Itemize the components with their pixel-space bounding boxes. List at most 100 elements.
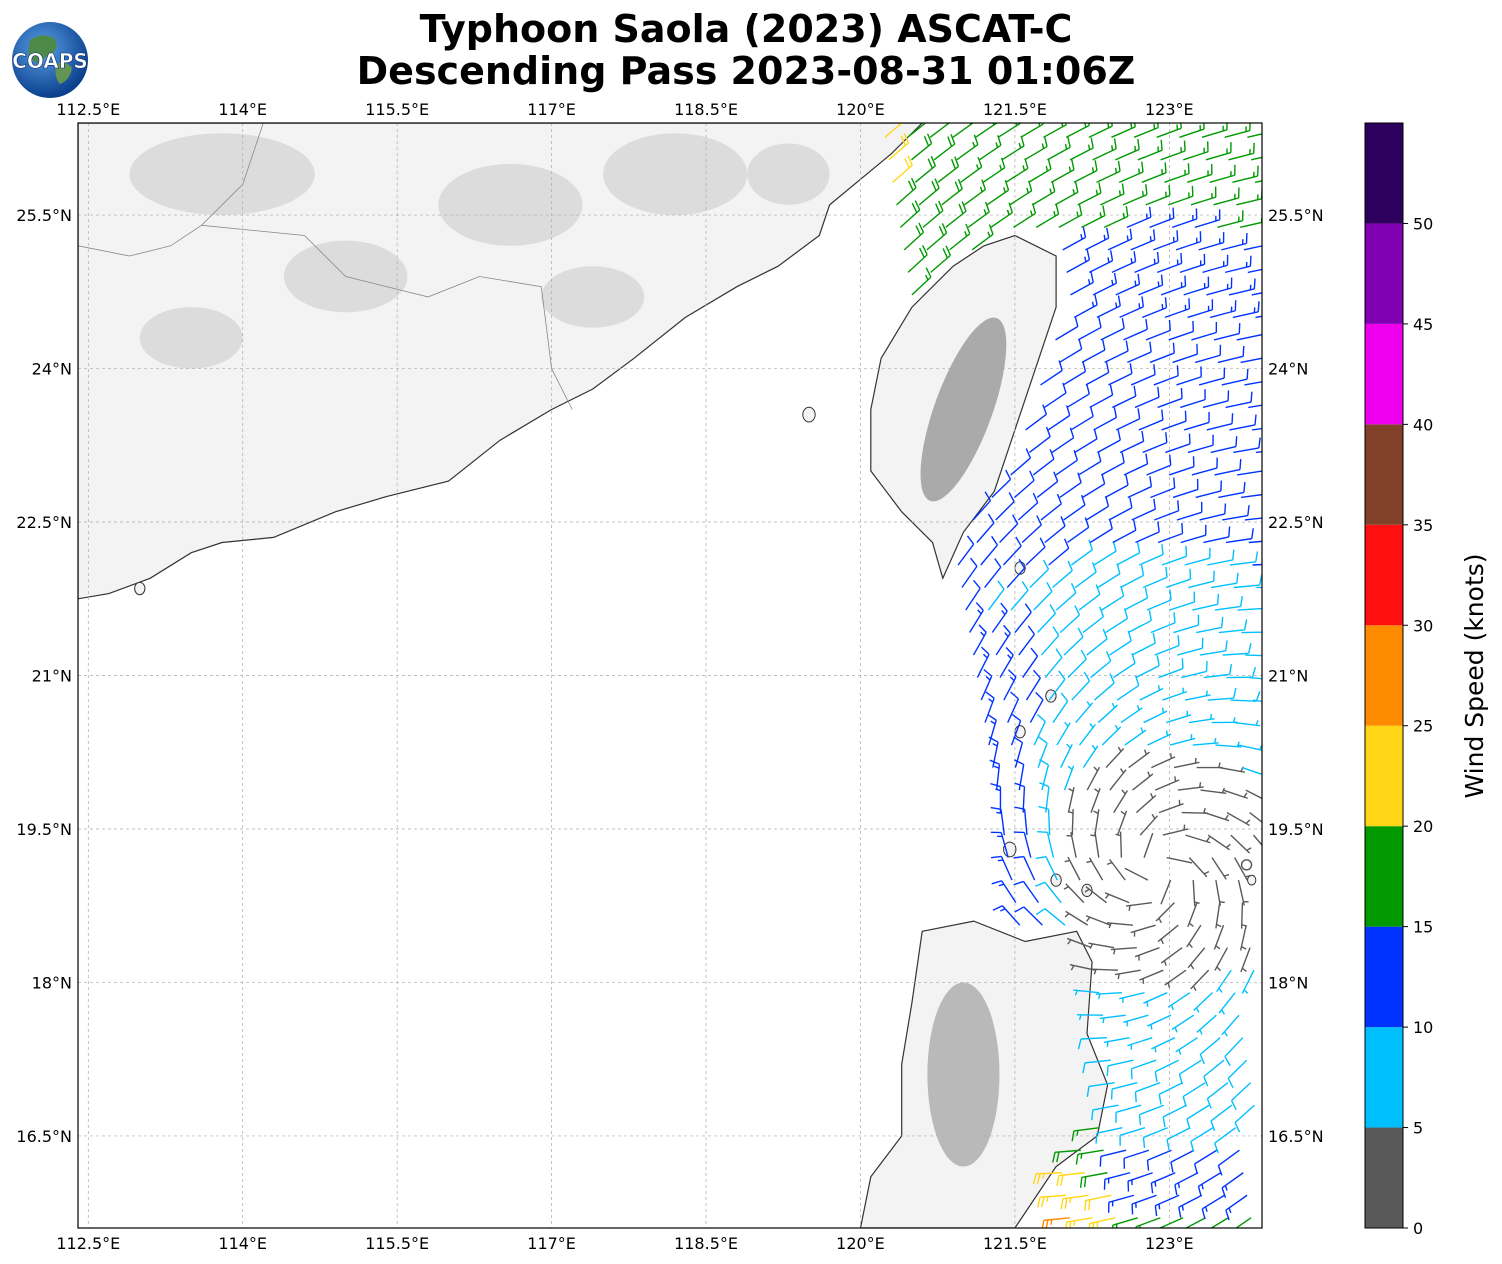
wind-barb-feather <box>997 580 1005 590</box>
wind-barb <box>1185 834 1211 844</box>
wind-barb <box>1146 1149 1172 1171</box>
wind-barb-staff <box>1078 593 1101 611</box>
wind-barb-half-feather <box>1273 286 1274 291</box>
wind-barb-staff <box>1063 765 1075 791</box>
wind-barb-staff <box>1066 1217 1093 1223</box>
wind-barb <box>1138 274 1164 296</box>
wind-barb-staff <box>1126 216 1152 229</box>
wind-barb-half-feather <box>1186 1227 1187 1228</box>
wind-barb-feather <box>1117 160 1121 172</box>
wind-barb-feather <box>1199 1054 1206 1065</box>
wind-barb <box>911 267 932 296</box>
wind-barb-staff <box>1085 886 1107 904</box>
wind-barb-feather <box>1232 687 1237 699</box>
wind-barb-feather <box>930 155 937 167</box>
wind-barb-feather <box>1247 643 1252 654</box>
wind-barb <box>1013 736 1024 768</box>
wind-barb <box>1161 410 1187 431</box>
wind-barb-half-feather <box>1154 1047 1157 1053</box>
wind-barb-staff <box>1177 647 1203 656</box>
wind-barb-staff <box>1190 196 1216 206</box>
wind-barb <box>1084 886 1107 904</box>
wind-barb <box>1237 461 1264 476</box>
wind-barb <box>896 177 917 206</box>
wind-barb-half-feather <box>1074 990 1078 996</box>
wind-barb <box>969 602 984 633</box>
wind-barb-feather <box>1018 558 1026 569</box>
wind-barb <box>1154 776 1180 791</box>
wind-barb-feather <box>1035 856 1047 860</box>
wind-barb-feather <box>1164 297 1168 308</box>
wind-barb-feather <box>991 880 1002 885</box>
wind-barb <box>1162 824 1189 836</box>
wind-barb <box>1095 1127 1123 1144</box>
wind-barb-feather <box>1184 410 1187 422</box>
wind-barb-staff <box>1040 635 1060 656</box>
wind-barb <box>1133 123 1159 138</box>
wind-barb <box>1070 539 1094 566</box>
wind-barb-feather <box>1056 1175 1060 1187</box>
wind-barb-feather <box>981 179 987 190</box>
wind-barb-feather <box>938 225 945 236</box>
wind-barb-half-feather <box>987 231 991 237</box>
wind-barb-staff <box>1048 547 1070 566</box>
wind-barb <box>976 646 990 678</box>
wind-barb <box>976 513 995 543</box>
wind-barb-feather <box>1263 461 1264 471</box>
wind-barb-half-feather <box>1150 1024 1153 1030</box>
wind-barb <box>1145 184 1171 206</box>
wind-barb-staff <box>1207 697 1234 701</box>
wind-barb-staff <box>1041 764 1050 791</box>
wind-barb-feather <box>1070 583 1077 594</box>
wind-barb <box>1202 254 1229 274</box>
wind-barb-half-feather <box>977 609 982 615</box>
wind-barb-staff <box>1044 881 1062 904</box>
wind-barb-half-feather <box>1093 969 1097 975</box>
wind-barb-staff <box>1205 151 1232 161</box>
wind-barb-staff <box>1195 490 1222 499</box>
wind-barb-staff <box>1234 857 1249 881</box>
wind-barb-feather <box>1133 385 1137 397</box>
wind-barb-staff <box>1216 969 1232 993</box>
wind-barb-staff <box>1139 969 1164 981</box>
wind-barb <box>1013 880 1040 904</box>
wind-barb-staff <box>1065 910 1089 926</box>
wind-barb-half-feather <box>998 883 1005 887</box>
wind-barb-staff <box>1221 242 1247 251</box>
wind-barb <box>1217 1149 1240 1176</box>
wind-barb <box>1162 1104 1187 1128</box>
wind-barb-half-feather <box>1214 737 1217 744</box>
wind-barb-staff <box>1237 879 1245 906</box>
wind-barb-feather <box>1203 1076 1209 1087</box>
wind-barb-staff <box>1104 350 1129 364</box>
wind-barb-staff <box>1077 192 1102 206</box>
wind-barb-staff <box>1010 589 1029 611</box>
wind-barb-staff <box>1244 517 1262 521</box>
wind-barb-feather <box>1086 249 1091 261</box>
wind-barb-staff <box>1211 582 1237 589</box>
wind-barb <box>1229 414 1257 431</box>
wind-barb-feather <box>1166 1139 1170 1150</box>
wind-barb-staff <box>892 164 913 183</box>
wind-barb-feather <box>1134 1091 1137 1103</box>
wind-barb <box>1116 542 1141 566</box>
wind-barb <box>1113 789 1129 813</box>
wind-barb-staff <box>1247 133 1262 139</box>
wind-barb-staff <box>1252 699 1262 703</box>
colorbar-bin <box>1365 223 1403 324</box>
wind-barb <box>1151 1037 1176 1053</box>
wind-barb-staff <box>1006 567 1026 588</box>
wind-barb-feather <box>1105 651 1112 662</box>
wind-barb-staff <box>1124 729 1147 746</box>
wind-barb <box>1017 492 1039 521</box>
wind-barb-staff <box>1056 722 1071 746</box>
wind-barb <box>987 713 997 746</box>
wind-barb <box>1123 1014 1149 1027</box>
wind-barb-feather <box>989 759 1000 765</box>
wind-barb-half-feather <box>975 164 980 170</box>
wind-barb <box>1211 857 1230 880</box>
wind-barb <box>1234 1104 1255 1133</box>
wind-barb-half-feather <box>1167 982 1171 988</box>
wind-barb <box>1153 365 1179 386</box>
wind-barb-feather <box>1083 671 1091 682</box>
